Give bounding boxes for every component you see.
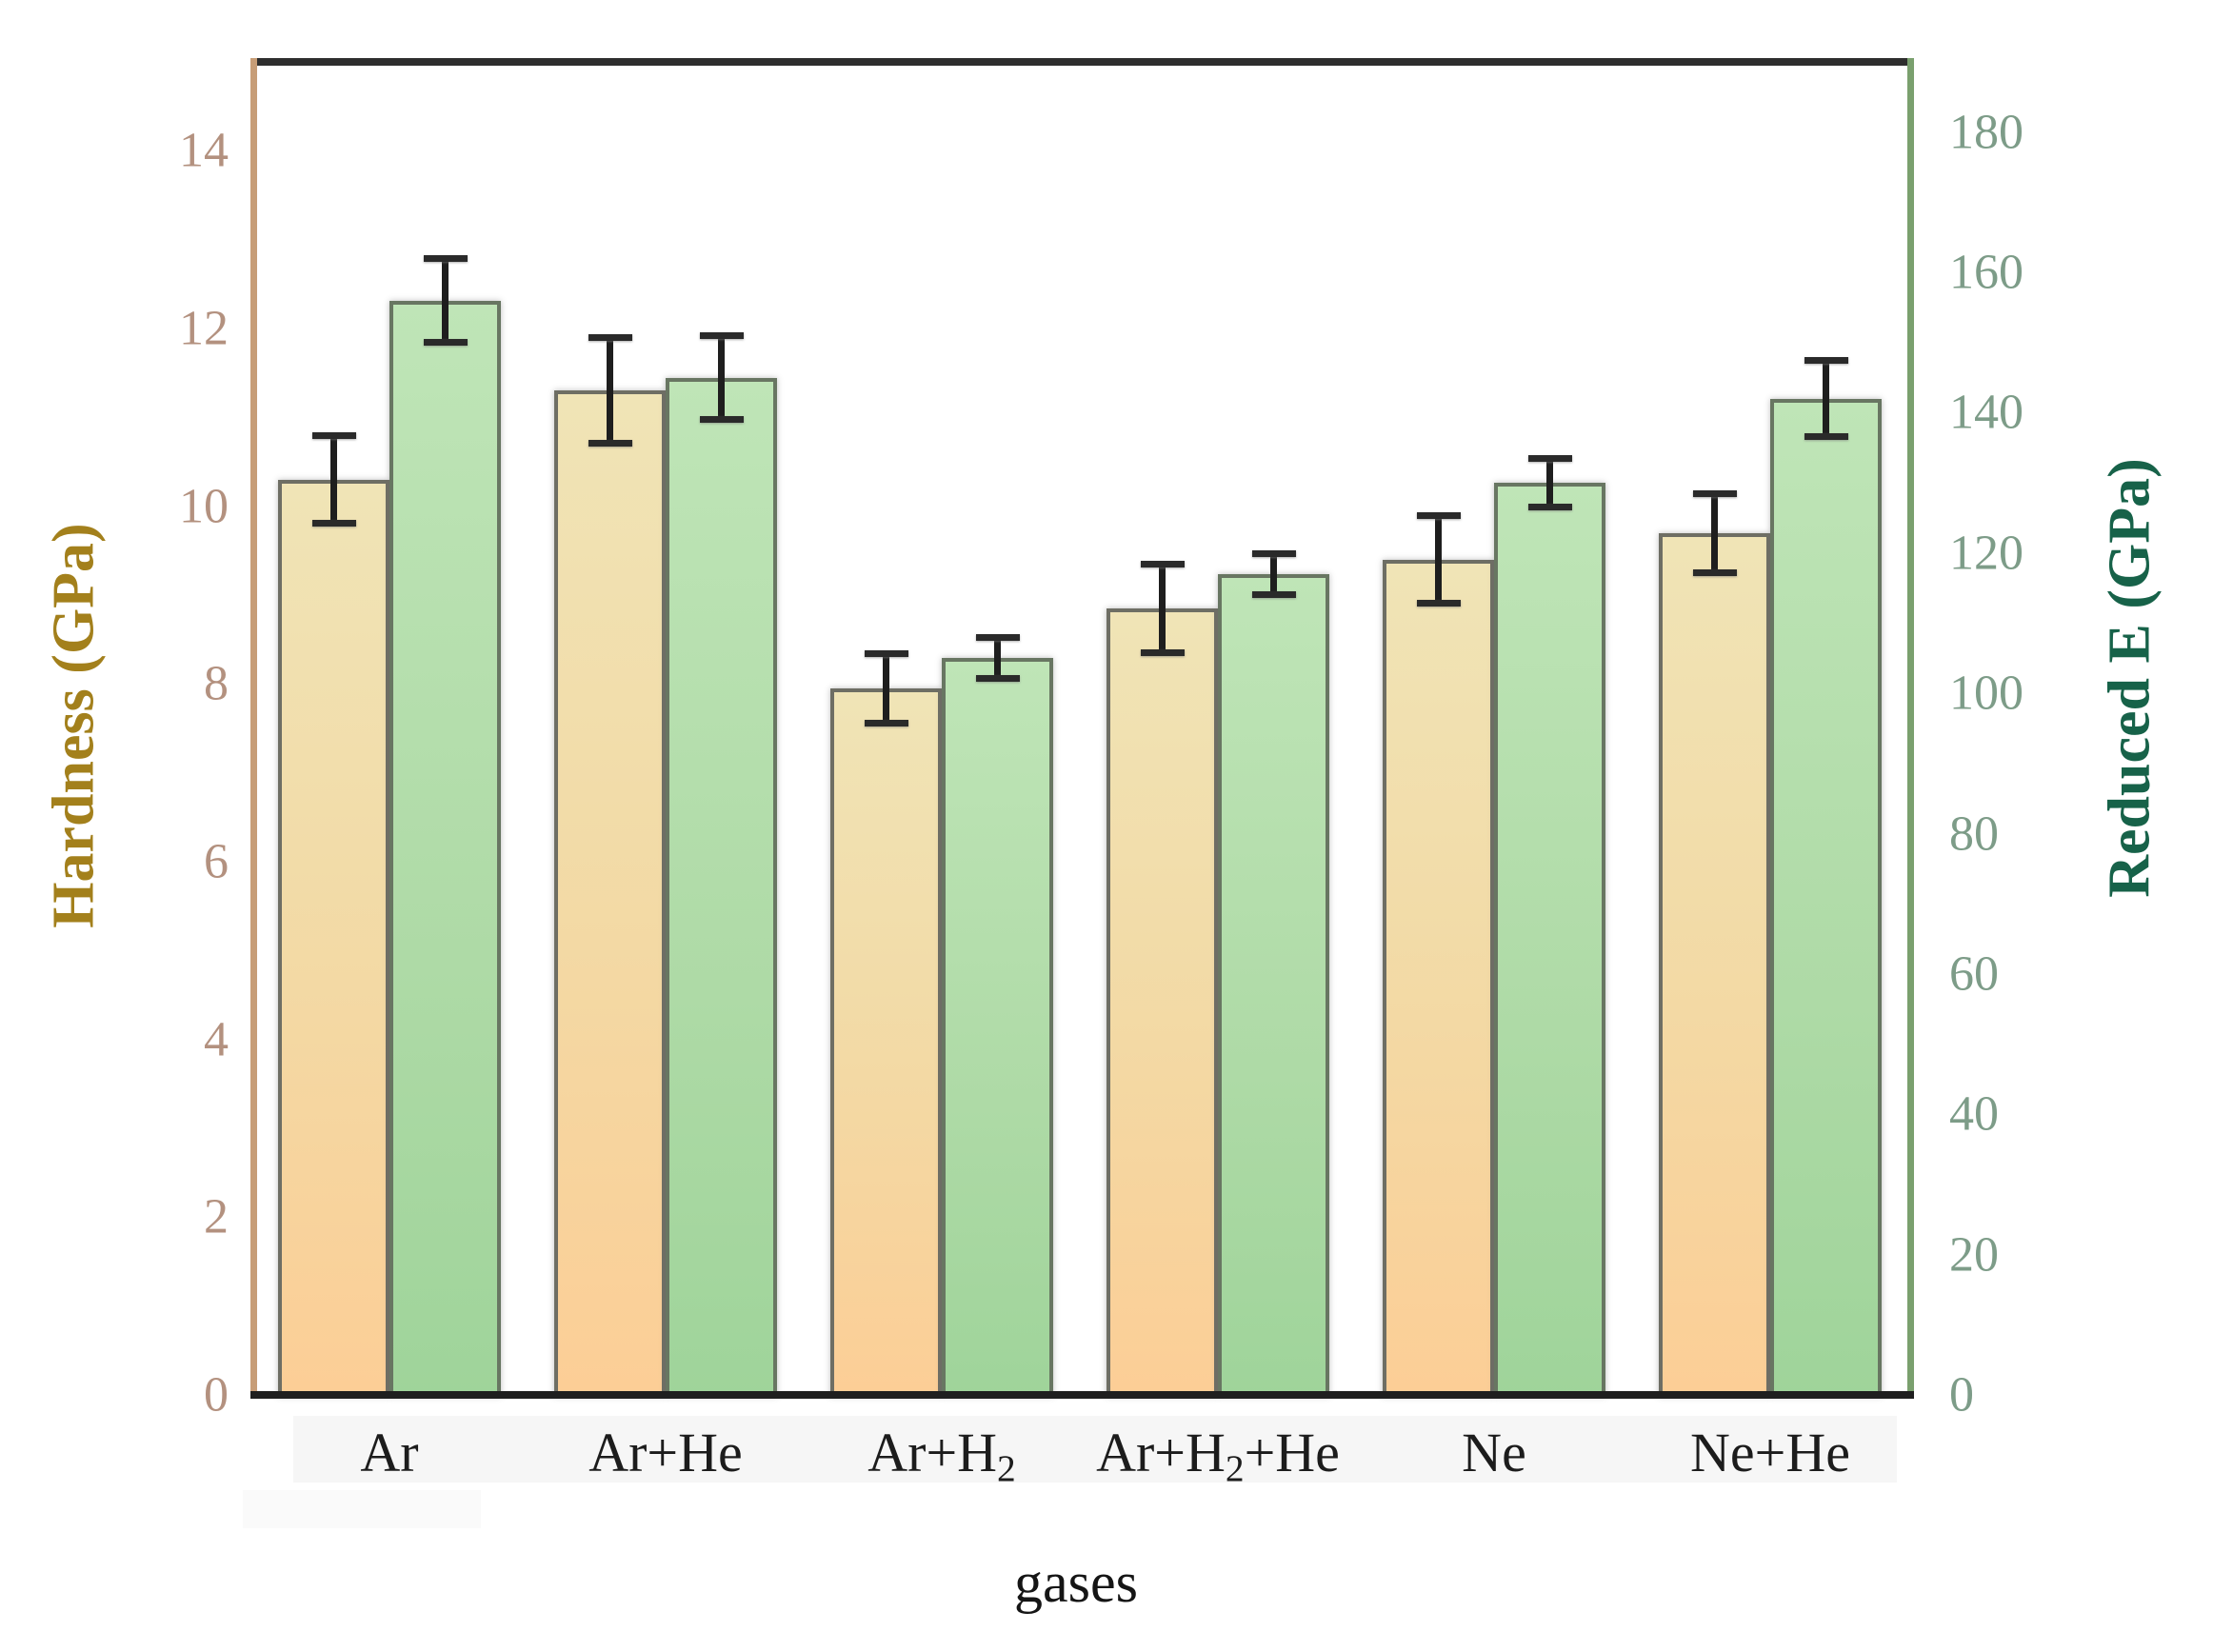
label-text: Ar+H (867, 1422, 998, 1483)
left-tick-label-8: 8 (204, 656, 229, 711)
errorbar-reducedE-Ar-line (442, 258, 449, 343)
errorbar-reducedE-Ne+He-cap-bottom (1804, 433, 1848, 441)
bar-hardness-Ne+He (1659, 532, 1770, 1397)
label-text: Ne (1462, 1422, 1526, 1483)
errorbar-hardness-Ne+He-cap-bottom (1692, 568, 1737, 576)
errorbar-hardness-Ar-line (330, 435, 337, 525)
subscript-text: 2 (997, 1446, 1016, 1489)
x-axis-baseline (250, 1391, 1914, 1399)
x-axis-title: gases (1014, 1551, 1138, 1614)
right-tick-label-100: 100 (1949, 666, 2024, 721)
label-text: +He (1244, 1422, 1340, 1483)
bar-hardness-Ar+H2 (830, 688, 942, 1397)
category-label-Ar: Ar (360, 1421, 418, 1484)
errorbar-hardness-Ne+He-line (1711, 492, 1718, 573)
left-tick-label-6: 6 (204, 834, 229, 889)
errorbar-hardness-Ar+H2-line (883, 652, 889, 725)
errorbar-hardness-Ne-cap-top (1416, 512, 1461, 519)
errorbar-reducedE-Ar+H2-cap-bottom (975, 675, 1020, 683)
errorbar-hardness-Ar+He-cap-bottom (588, 440, 632, 448)
errorbar-hardness-Ar+H2-cap-bottom (864, 720, 908, 727)
left-axis-title: Hardness (GPa) (41, 523, 107, 928)
label-text: Ar (360, 1422, 419, 1483)
right-tick-label-140: 140 (1949, 385, 2024, 440)
right-axis-title: Reduced E (GPa) (2097, 458, 2163, 898)
errorbar-hardness-Ar-cap-bottom (311, 520, 356, 527)
label-text: Ar+He (588, 1422, 743, 1483)
bar-reducedE-Ar (389, 300, 501, 1397)
errorbar-reducedE-Ne+He-line (1823, 360, 1829, 438)
label-text: Ar+H (1096, 1422, 1226, 1483)
right-tick-label-40: 40 (1949, 1086, 1999, 1142)
errorbar-hardness-Ar+H2+He-cap-top (1140, 561, 1185, 568)
plot-top-frame (250, 58, 1914, 66)
right-tick-label-180: 180 (1949, 105, 2024, 160)
errorbar-hardness-Ar+H2+He-cap-bottom (1140, 648, 1185, 656)
right-tick-label-120: 120 (1949, 526, 2024, 581)
bar-reducedE-Ar+He (666, 377, 777, 1397)
errorbar-hardness-Ne+He-cap-top (1692, 489, 1737, 497)
bar-hardness-Ne (1383, 559, 1494, 1397)
right-tick-label-80: 80 (1949, 806, 1999, 862)
bar-hardness-Ar (278, 479, 389, 1397)
subscript-text: 2 (1225, 1446, 1245, 1489)
right-tick-label-0: 0 (1949, 1367, 1974, 1423)
errorbar-reducedE-Ar+H2+He-cap-bottom (1251, 591, 1296, 598)
errorbar-reducedE-Ar+He-cap-top (699, 332, 744, 340)
errorbar-hardness-Ne-cap-bottom (1416, 600, 1461, 607)
errorbar-reducedE-Ne-cap-bottom (1527, 503, 1572, 510)
left-tick-label-2: 2 (204, 1189, 229, 1244)
errorbar-reducedE-Ne+He-cap-top (1804, 357, 1848, 365)
x-label-background-band (293, 1416, 1897, 1483)
bar-hardness-Ar+H2+He (1106, 608, 1218, 1397)
errorbar-reducedE-Ar-cap-top (423, 255, 468, 263)
errorbar-hardness-Ar-cap-top (311, 432, 356, 439)
errorbar-reducedE-Ar-cap-bottom (423, 338, 468, 346)
errorbar-reducedE-Ne-cap-top (1527, 455, 1572, 463)
bar-reducedE-Ar+H2 (942, 658, 1053, 1397)
left-tick-label-0: 0 (204, 1367, 229, 1423)
errorbar-reducedE-Ar+He-cap-bottom (699, 415, 744, 423)
errorbar-hardness-Ar+He-line (607, 337, 613, 445)
errorbar-hardness-Ne-line (1435, 515, 1442, 605)
errorbar-hardness-Ar+He-cap-top (588, 334, 632, 342)
background-band-artifact (243, 1490, 481, 1528)
left-tick-label-10: 10 (179, 479, 229, 534)
left-tick-label-12: 12 (179, 301, 229, 356)
errorbar-reducedE-Ar+H2+He-cap-top (1251, 549, 1296, 557)
category-label-Ar+H2+He: Ar+H2+He (1096, 1421, 1340, 1490)
bar-reducedE-Ar+H2+He (1218, 573, 1329, 1397)
errorbar-reducedE-Ar+H2-line (994, 637, 1001, 680)
errorbar-reducedE-Ar+H2-cap-top (975, 634, 1020, 642)
right-axis-line (1907, 58, 1914, 1395)
errorbar-reducedE-Ne-line (1546, 458, 1553, 508)
label-text: Ne+He (1690, 1422, 1850, 1483)
bar-reducedE-Ne+He (1770, 398, 1882, 1397)
bar-reducedE-Ne (1494, 483, 1605, 1397)
left-tick-label-14: 14 (179, 123, 229, 178)
left-tick-label-4: 4 (204, 1012, 229, 1067)
category-label-Ne+He: Ne+He (1690, 1421, 1850, 1484)
right-tick-label-60: 60 (1949, 946, 1999, 1002)
errorbar-reducedE-Ar+H2+He-line (1270, 552, 1277, 595)
left-axis-line (250, 58, 257, 1395)
category-label-Ar+H2: Ar+H2 (867, 1421, 1016, 1490)
errorbar-hardness-Ar+H2+He-line (1159, 564, 1166, 653)
errorbar-hardness-Ar+H2-cap-top (864, 649, 908, 657)
right-tick-label-20: 20 (1949, 1227, 1999, 1283)
category-label-Ne: Ne (1462, 1421, 1526, 1484)
errorbar-reducedE-Ar+He-line (718, 335, 725, 420)
category-label-Ar+He: Ar+He (588, 1421, 743, 1484)
right-tick-label-160: 160 (1949, 245, 2024, 300)
bar-hardness-Ar+He (554, 390, 666, 1397)
